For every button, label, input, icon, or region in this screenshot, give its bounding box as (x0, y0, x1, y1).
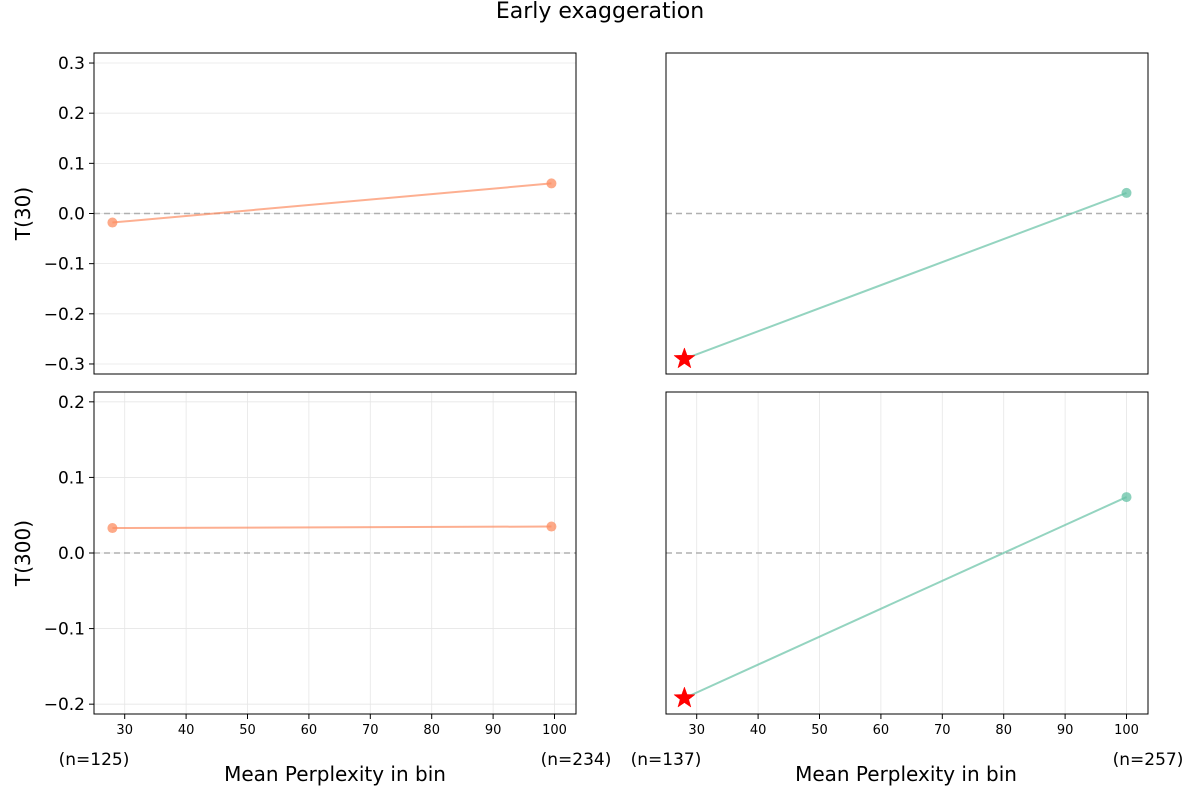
panel-top-right (665, 52, 1149, 375)
y-tick-label: −0.1 (44, 620, 85, 640)
x-tick-label: 100 (542, 723, 567, 738)
x-tick-label: 90 (1057, 723, 1074, 738)
axes-frame (665, 391, 1149, 715)
x-tick-label: 50 (239, 723, 256, 738)
y-tick-label: 0.2 (58, 104, 85, 124)
x-tick-label: 40 (750, 723, 767, 738)
data-point (546, 521, 557, 532)
y-tick-label: 0.0 (58, 544, 85, 564)
data-point (107, 217, 118, 228)
x-tick-label: 70 (934, 723, 951, 738)
count-label-right-high: (n=257) (1113, 750, 1184, 770)
y-tick-label: −0.1 (44, 255, 85, 275)
y-tick-label: 0.3 (58, 54, 85, 74)
count-label-left-high: (n=234) (541, 750, 612, 770)
axes-frame (665, 52, 1149, 375)
x-tick-label: 30 (116, 723, 133, 738)
axes-frame (93, 391, 577, 715)
x-tick-label: 80 (423, 723, 440, 738)
series-line (112, 525, 552, 530)
data-point (546, 178, 557, 189)
y-tick-label: −0.2 (44, 305, 85, 325)
data-point (1121, 492, 1132, 503)
x-tick-label: 50 (811, 723, 828, 738)
x-tick-label: 60 (873, 723, 890, 738)
panel-bottom-left: −0.2 −0.1 0.0 0.1 0.2 30 40 50 60 70 80 90 100 T(300) (11, 391, 577, 738)
y-tick-label: 0.1 (58, 154, 85, 174)
x-tick-label: 30 (688, 723, 705, 738)
count-label-left-low: (n=125) (59, 750, 130, 770)
star-marker (673, 686, 696, 708)
y-tick-label: 0.1 (58, 468, 85, 488)
y-axis-label: T(300) (11, 520, 35, 587)
y-tick-label: 0.2 (58, 393, 85, 413)
series-line (684, 496, 1127, 700)
y-tick-label: 0.0 (58, 205, 85, 225)
x-axis-label-left: Mean Perplexity in bin (224, 762, 446, 786)
data-point (1121, 187, 1132, 198)
series-line (112, 182, 552, 224)
x-tick-label: 80 (995, 723, 1012, 738)
y-tick-label: −0.3 (44, 355, 85, 375)
y-axis-label: T(30) (11, 187, 35, 241)
y-tick-label: −0.2 (44, 695, 85, 715)
x-tick-label: 60 (301, 723, 318, 738)
panels: −0.3 −0.2 −0.1 0.0 0.1 0.2 0.3 T(30) −0.2 −0.1 0.0… (11, 52, 1149, 738)
x-tick-label: 40 (178, 723, 195, 738)
count-label-right-low: (n=137) (631, 750, 702, 770)
x-tick-label: 70 (362, 723, 379, 738)
data-point (107, 523, 118, 534)
axes-frame (93, 52, 577, 375)
panel-top-left: −0.3 −0.2 −0.1 0.0 0.1 0.2 0.3 T(30) (11, 52, 577, 375)
star-marker (673, 347, 696, 369)
x-axis-label-right: Mean Perplexity in bin (795, 762, 1017, 786)
x-tick-label: 90 (485, 723, 502, 738)
panel-bottom-right: 30 40 50 60 70 80 90 100 (665, 391, 1149, 738)
series-line (684, 192, 1127, 360)
x-tick-label: 100 (1114, 723, 1139, 738)
figure-title: Early exaggeration (496, 0, 704, 24)
